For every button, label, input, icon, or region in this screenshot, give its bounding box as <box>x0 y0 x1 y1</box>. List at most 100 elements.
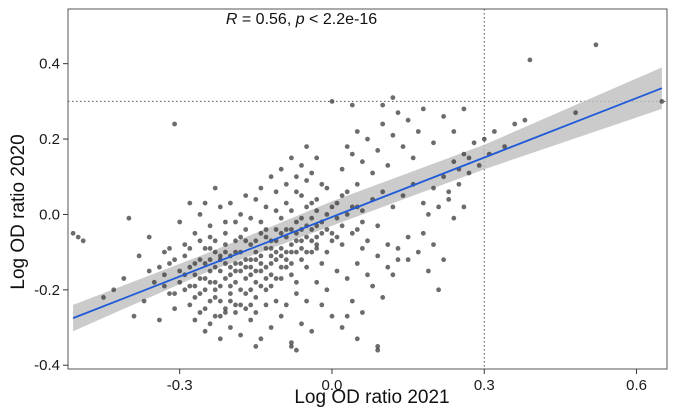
data-point <box>390 95 396 100</box>
data-point <box>360 310 365 315</box>
data-point <box>324 185 330 191</box>
data-point <box>360 246 365 251</box>
data-point <box>253 310 259 315</box>
data-point <box>182 242 188 248</box>
y-tick-label: -0.2 <box>34 282 60 299</box>
data-point <box>324 227 330 232</box>
data-point <box>354 129 360 134</box>
data-point <box>273 249 279 255</box>
data-point <box>289 272 294 278</box>
data-point <box>172 257 178 263</box>
data-point <box>278 230 284 236</box>
data-point <box>177 279 183 285</box>
data-point <box>354 261 360 266</box>
data-point <box>202 328 208 334</box>
data-point <box>167 261 172 266</box>
data-point <box>370 170 375 176</box>
data-point <box>157 264 162 270</box>
data-point <box>228 264 233 270</box>
data-point <box>217 336 223 342</box>
data-point <box>593 42 599 48</box>
data-point <box>309 215 315 221</box>
data-point <box>390 272 396 278</box>
annotation-p-text: < 2.2e-16 <box>305 11 378 28</box>
data-point <box>202 200 208 206</box>
data-point <box>466 155 472 161</box>
data-point <box>299 238 304 244</box>
data-point <box>451 159 457 165</box>
data-point <box>233 279 238 285</box>
data-point <box>283 227 289 232</box>
data-point <box>243 291 249 296</box>
data-point <box>319 302 325 308</box>
data-point <box>375 223 381 229</box>
data-point <box>207 279 213 285</box>
data-point <box>492 129 497 134</box>
data-point <box>527 57 533 63</box>
data-point <box>370 283 375 289</box>
data-point <box>263 264 269 270</box>
data-point <box>223 306 228 312</box>
data-point <box>329 204 335 210</box>
data-point <box>212 279 218 285</box>
data-point <box>141 298 147 304</box>
data-point <box>248 264 254 270</box>
data-point <box>354 181 360 187</box>
data-point <box>278 215 284 221</box>
data-point <box>375 148 381 153</box>
data-point <box>304 298 309 304</box>
data-point <box>294 219 299 225</box>
data-point <box>426 212 431 217</box>
data-point <box>415 249 421 255</box>
data-point <box>289 261 294 266</box>
data-point <box>273 276 279 281</box>
data-point <box>426 268 431 274</box>
data-point <box>339 242 345 248</box>
data-point <box>273 227 279 232</box>
data-point <box>289 344 294 349</box>
data-point <box>299 215 304 221</box>
data-point <box>258 336 264 342</box>
data-point <box>360 159 365 165</box>
data-point <box>309 227 315 232</box>
data-point <box>248 272 254 278</box>
data-point <box>441 114 446 119</box>
data-point <box>238 302 244 308</box>
data-point <box>380 102 386 108</box>
data-point <box>659 99 665 104</box>
data-point <box>187 264 193 270</box>
data-point <box>278 264 284 270</box>
data-point <box>299 321 304 327</box>
data-point <box>451 129 457 134</box>
data-point <box>258 219 264 225</box>
data-point <box>294 238 299 244</box>
data-point <box>157 317 162 323</box>
data-point <box>268 272 274 278</box>
data-point <box>217 298 223 304</box>
data-point <box>177 268 183 274</box>
data-point <box>344 144 350 150</box>
data-point <box>223 261 228 266</box>
data-point <box>268 325 274 330</box>
data-point <box>354 227 360 232</box>
data-point <box>289 340 294 345</box>
data-point <box>228 325 233 330</box>
data-point <box>258 261 264 266</box>
data-point <box>304 178 309 183</box>
data-point <box>207 298 213 304</box>
data-point <box>207 257 213 263</box>
data-point <box>243 264 249 270</box>
data-point <box>197 238 203 244</box>
data-point <box>294 347 299 353</box>
data-point <box>461 106 467 112</box>
data-point <box>172 291 178 296</box>
data-point <box>228 298 233 304</box>
data-point <box>233 219 238 225</box>
data-point <box>294 279 299 285</box>
data-point <box>80 238 86 244</box>
data-point <box>182 253 188 259</box>
data-point <box>223 230 228 236</box>
confidence-band <box>73 67 662 332</box>
data-point <box>349 230 355 236</box>
